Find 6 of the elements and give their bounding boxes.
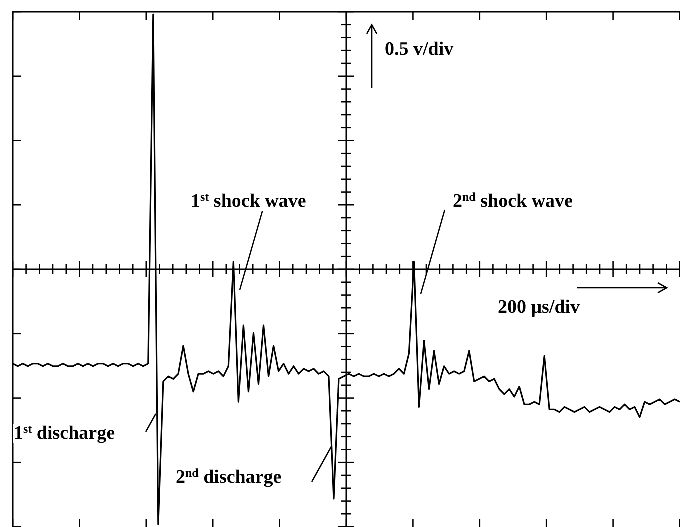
annotation: 2$^{nd}$ shock wave <box>452 190 574 212</box>
annotation: 1$^{st}$ discharge <box>13 422 116 444</box>
annotation: 2$^{nd}$ discharge <box>175 466 283 488</box>
annotation: 200 μs/div <box>497 297 582 318</box>
annotation: 1$^{st}$ shock wave <box>190 190 308 212</box>
annotation: 0.5 v/div <box>384 39 455 60</box>
